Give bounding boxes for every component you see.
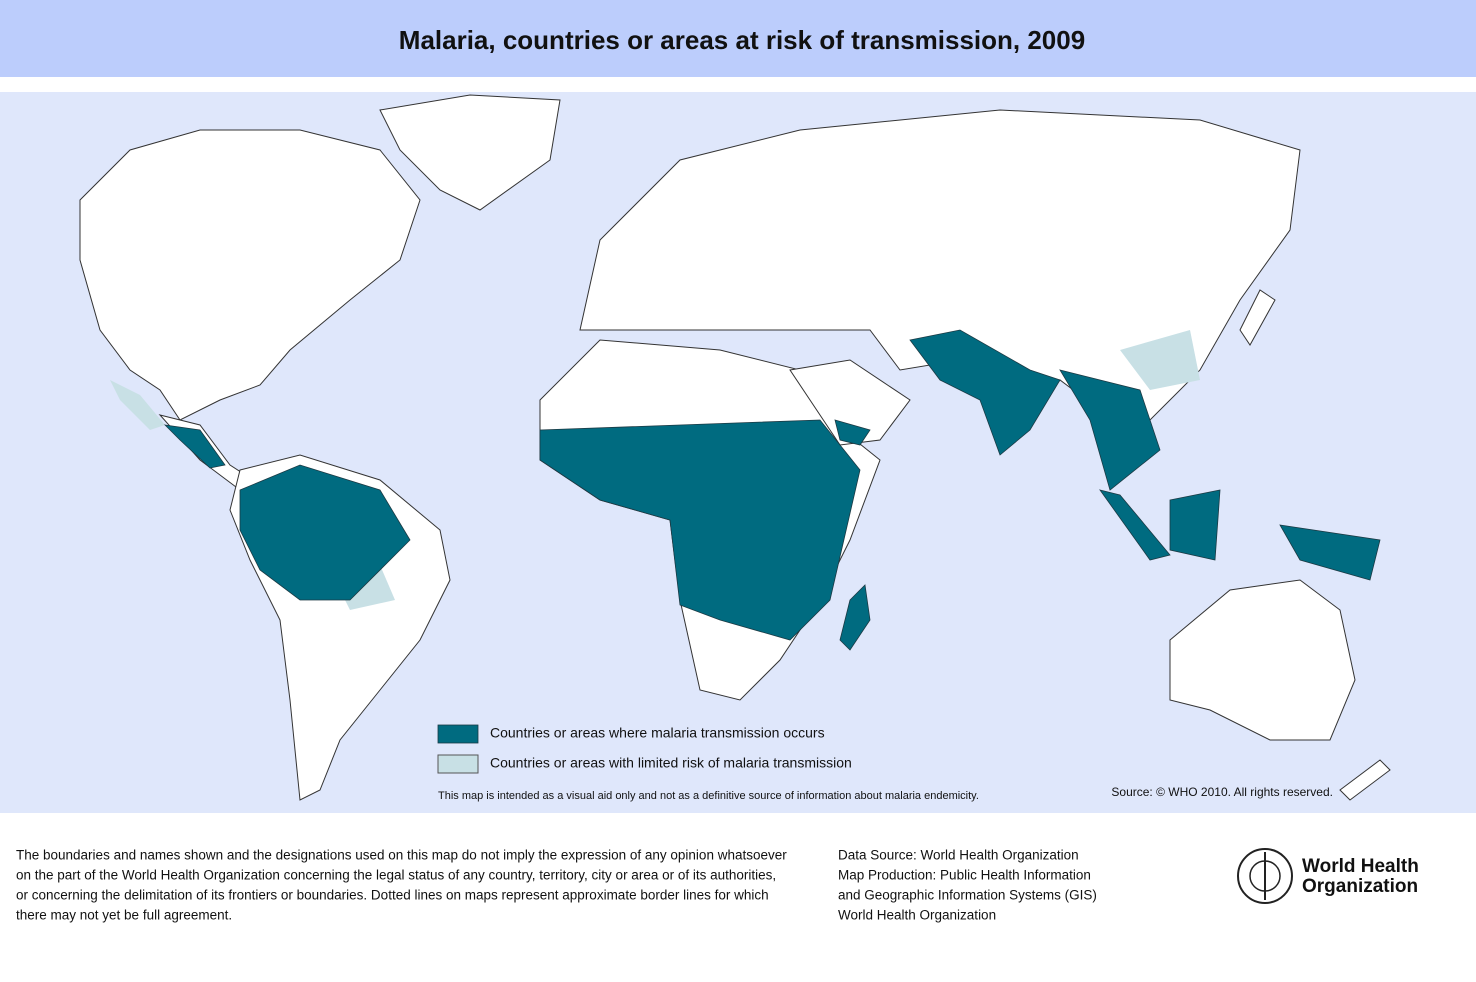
- legend-label: Countries or areas with limited risk of …: [490, 755, 852, 771]
- legend: Countries or areas where malaria transmi…: [437, 724, 1333, 802]
- risk-sumatra: [1099, 489, 1171, 561]
- title-bar: [0, 0, 1476, 77]
- map-source: Source: © WHO 2010. All rights reserved.: [1111, 785, 1333, 799]
- credit-line: and Geographic Information Systems (GIS): [838, 888, 1097, 903]
- new-zealand: [1339, 759, 1391, 801]
- limited-mexico: [110, 380, 165, 430]
- title: Malaria, countries or areas at risk of t…: [399, 25, 1085, 55]
- risk-south-asia: [909, 329, 1061, 456]
- disclaimer-line: The boundaries and names shown and the d…: [16, 848, 787, 863]
- risk-southeast-asia: [1059, 369, 1161, 491]
- risk-borneo: [1169, 489, 1221, 561]
- map-note: This map is intended as a visual aid onl…: [438, 790, 979, 802]
- arabia: [789, 359, 911, 446]
- logo-text: Organization: [1302, 876, 1418, 897]
- credit-line: World Health Organization: [838, 908, 996, 923]
- who-logo: World Health Organization: [1237, 848, 1419, 904]
- legend-swatch-risk: [437, 724, 479, 744]
- disclaimer-line: or concerning the delimitation of its fr…: [16, 888, 769, 903]
- risk-south-america: [239, 464, 411, 601]
- greenland: [379, 94, 561, 211]
- risk-central-america: [163, 424, 226, 469]
- footer-disclaimer: The boundaries and names shown and the d…: [16, 848, 787, 923]
- credit-line: Data Source: World Health Organization: [838, 848, 1079, 863]
- credit-line: Map Production: Public Health Informatio…: [838, 868, 1091, 883]
- legend-label: Countries or areas where malaria transmi…: [490, 725, 825, 741]
- footer-credits: Data Source: World Health Organization M…: [838, 848, 1097, 923]
- risk-africa: [539, 419, 861, 641]
- australia: [1169, 579, 1356, 741]
- north-america: [79, 129, 421, 421]
- limited-china: [1120, 330, 1200, 390]
- logo-emblem: [1237, 848, 1293, 904]
- disclaimer-line: on the part of the World Health Organiza…: [16, 868, 776, 883]
- logo-text: World Health: [1302, 856, 1419, 877]
- risk-new-guinea: [1279, 524, 1381, 581]
- japan: [1239, 289, 1276, 346]
- legend-swatch-limited: [437, 754, 479, 774]
- risk-arabia: [834, 419, 871, 446]
- map: [0, 92, 1476, 813]
- risk-madagascar: [839, 584, 871, 651]
- disclaimer-line: there may not yet be full agreement.: [16, 908, 232, 923]
